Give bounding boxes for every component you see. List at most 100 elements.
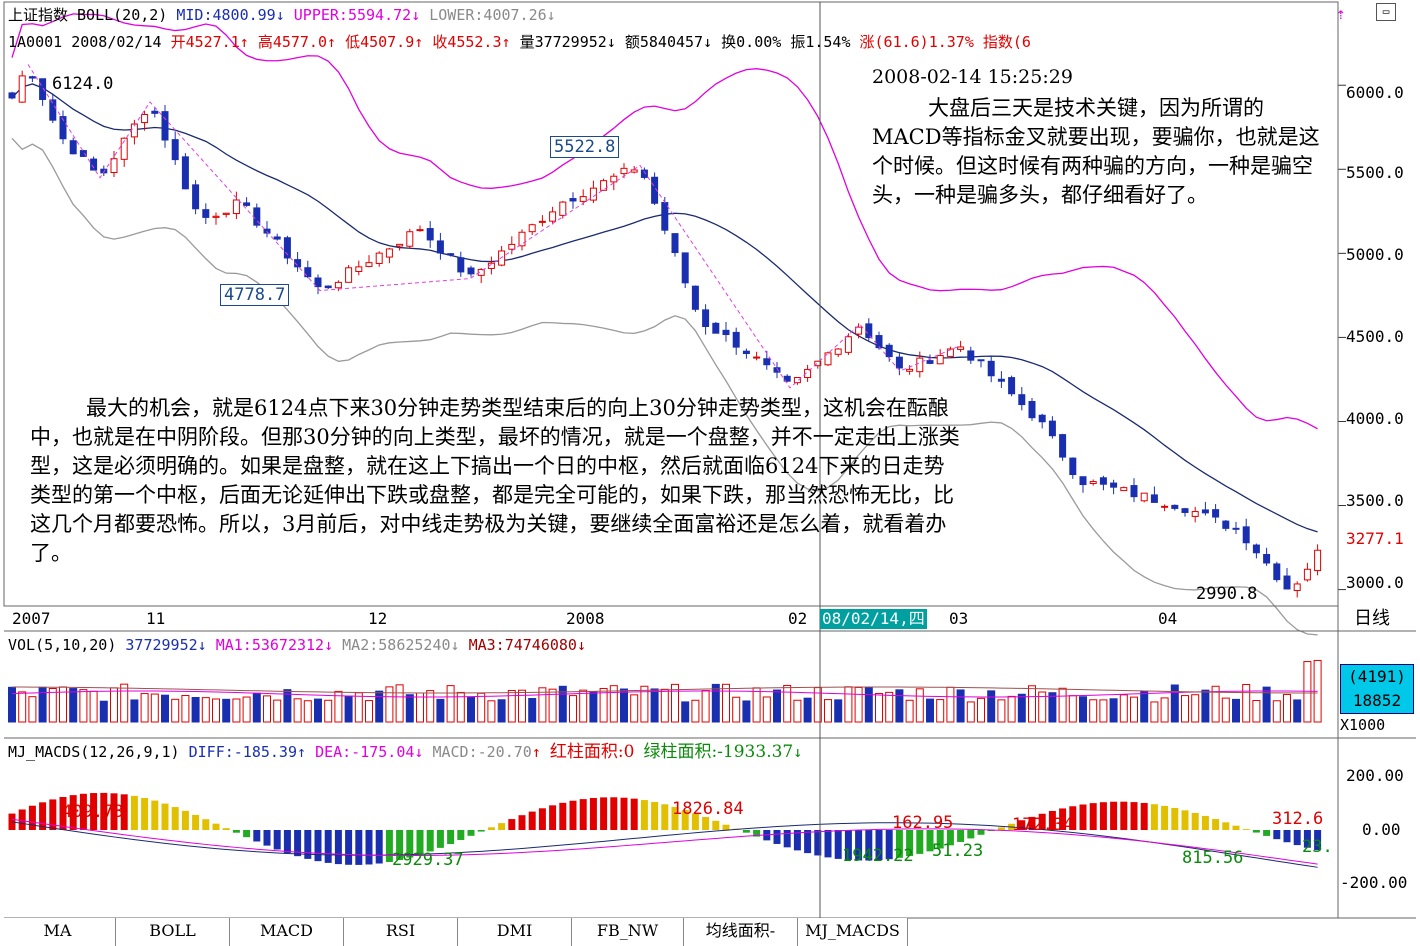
candle-body: [345, 267, 353, 283]
tab-dmi[interactable]: DMI: [458, 918, 572, 946]
candle-body: [702, 309, 710, 328]
quote-close: 收4552.3: [432, 33, 502, 51]
volume-bar: [1119, 694, 1128, 723]
candle-body: [1038, 414, 1046, 423]
tab-fb-nw[interactable]: FB_NW: [572, 918, 684, 946]
volume-bar: [1028, 685, 1036, 723]
candle-body: [508, 243, 516, 250]
candle-body: [538, 220, 546, 223]
candle-body: [824, 352, 832, 366]
tab-ma[interactable]: MA: [0, 918, 116, 946]
low-price-label: 2990.8: [1196, 584, 1258, 604]
candle-body: [855, 326, 863, 335]
macd-bar: [1140, 802, 1148, 830]
volume-bar: [977, 697, 985, 723]
tab-rsi[interactable]: RSI: [344, 918, 458, 946]
candle-body: [844, 336, 852, 353]
scroll-up-icon[interactable]: ⇡: [1336, 4, 1346, 23]
volume-bar: [671, 683, 679, 723]
macd-bar: [1161, 805, 1169, 830]
tab-ma-area[interactable]: 均线面积-: [684, 918, 798, 946]
volume-bar: [752, 687, 761, 723]
macd-value: MACD:-20.70: [432, 743, 532, 761]
macd-bar: [161, 803, 169, 830]
macd-bar: [1181, 810, 1189, 830]
candle-body: [1079, 476, 1087, 486]
candle-body: [661, 202, 669, 231]
volume-bar: [1150, 701, 1159, 723]
macd-bar: [375, 830, 383, 864]
y-tick: 3500.0: [1346, 491, 1404, 510]
index-name: 上证指数 BOLL(20,2): [8, 6, 168, 24]
macd-bar: [1120, 801, 1128, 830]
quote-index: 指数(6: [982, 33, 1031, 51]
high-price-label: 6124.0: [52, 74, 114, 94]
macd-bar: [59, 797, 67, 830]
macd-area-label: 172.34: [1012, 815, 1074, 835]
macd-bar: [355, 830, 363, 865]
volume-bar: [1099, 699, 1108, 723]
candle-body: [120, 137, 128, 160]
macd-bar: [906, 830, 914, 857]
macd-bar: [1263, 830, 1271, 836]
macd-bar: [569, 800, 577, 830]
y-tick: 4000.0: [1346, 409, 1404, 428]
candle-body: [906, 368, 914, 372]
macd-bar: [467, 830, 475, 836]
macd-bar: [630, 798, 638, 830]
candle-body: [691, 285, 699, 310]
macd-bar: [579, 799, 587, 830]
tab-macd[interactable]: MACD: [230, 918, 344, 946]
volume-bar: [987, 690, 996, 723]
volume-bar: [456, 691, 465, 723]
macd-bar: [90, 793, 98, 830]
volume-bar: [956, 689, 965, 723]
candle-body: [793, 377, 801, 384]
candle-body: [202, 209, 210, 218]
volume-bar: [232, 698, 241, 723]
volume-header: VOL(5,10,20) 37729952↓ MA1:53672312↓ MA2…: [8, 636, 586, 654]
volume-bar: [324, 699, 333, 723]
macd-bar: [151, 800, 159, 830]
period-label[interactable]: 日线: [1354, 608, 1390, 629]
vol-ma2: MA2:58625240: [342, 636, 451, 654]
volume-bar: [885, 691, 894, 723]
macd-bar: [487, 827, 495, 830]
macd-bar: [28, 805, 36, 830]
candle-body: [141, 113, 149, 124]
candle-body: [8, 92, 16, 99]
macd-bar: [79, 793, 87, 830]
annotation-right: 大盘后三天是技术关键，因为所谓的MACD等指标金叉就要出现，要骗你，也就是这个时…: [872, 96, 1320, 207]
volume-bar: [762, 696, 771, 723]
candle-body: [365, 262, 373, 267]
macd-area-label: 815.56: [1182, 848, 1244, 868]
volume-bar: [293, 698, 302, 723]
tab-mj-macds[interactable]: MJ_MACDS: [798, 918, 908, 946]
macd-bar: [18, 809, 26, 830]
quote-turnover: 换0.00%: [721, 33, 782, 51]
macd-area-label: 2929.37: [392, 850, 464, 870]
macd-area-label: 409.78: [62, 802, 124, 822]
quote-open: 开4527.1: [170, 33, 240, 51]
candle-body: [1252, 544, 1260, 554]
boll-lower-line: [11, 137, 1318, 636]
volume-bar: [630, 694, 639, 723]
macd-bar: [885, 830, 893, 860]
macd-red-area: 红柱面积:0: [549, 742, 635, 762]
candle-body: [834, 348, 842, 355]
candle-body: [181, 156, 189, 190]
candle-body: [804, 368, 812, 379]
window-toggle-icon[interactable]: ▭: [1376, 3, 1396, 21]
macd-bar: [304, 830, 312, 859]
y-tick: 5500.0: [1346, 163, 1404, 182]
candle-body: [579, 196, 587, 202]
x-label: 11: [146, 609, 166, 628]
macd-area-label: 1942.22: [842, 846, 914, 866]
macd-bar: [192, 814, 200, 830]
macd-green-area: 绿柱面积:-1933.37: [643, 742, 794, 762]
tab-boll[interactable]: BOLL: [116, 918, 230, 946]
macd-bar: [987, 830, 995, 832]
volume-bar: [222, 698, 231, 723]
volume-bar: [518, 689, 526, 723]
